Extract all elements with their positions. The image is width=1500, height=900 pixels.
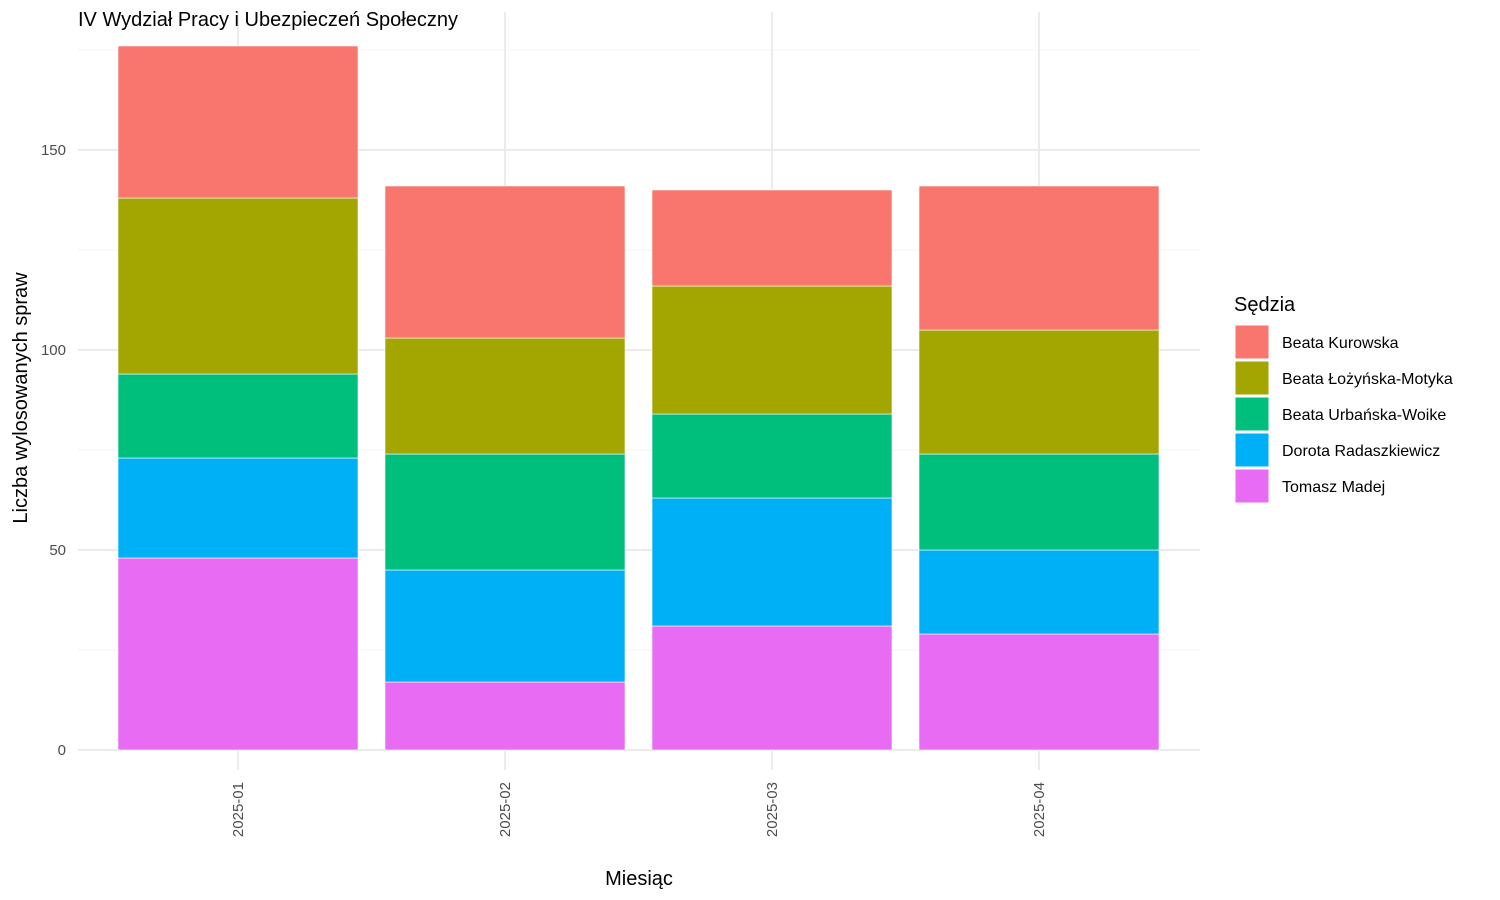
bar-segment [117, 457, 359, 559]
bar-segment [651, 189, 893, 287]
bar-segment [384, 337, 626, 455]
bar-segment [117, 373, 359, 459]
y-tick-label: 100 [41, 342, 66, 359]
legend-label: Beata Urbańska-Woike [1282, 407, 1446, 424]
bar-segment [918, 453, 1160, 551]
chart-title: IV Wydział Pracy i Ubezpieczeń Społeczny [78, 9, 458, 31]
bar-segment [651, 413, 893, 499]
bar-segment [384, 185, 626, 339]
legend-swatch [1234, 324, 1270, 360]
legend-label: Beata Kurowska [1282, 335, 1399, 352]
bar-segment [384, 681, 626, 751]
legend-swatch [1234, 468, 1270, 504]
x-tick-label: 2025-02 [497, 782, 514, 837]
bar-segment [117, 197, 359, 375]
legend-swatch [1234, 396, 1270, 432]
x-tick-label: 2025-04 [1031, 782, 1048, 837]
legend-label: Beata Łożyńska-Motyka [1282, 371, 1453, 388]
y-axis-ticks: 0 50 100 150 [41, 142, 66, 759]
bar-segment [918, 185, 1160, 331]
bars [117, 45, 1160, 751]
x-axis-ticks: 2025-01 2025-02 2025-03 2025-04 [230, 782, 1048, 837]
y-axis-title: Liczba wylosowanych spraw [10, 272, 32, 524]
legend-label: Tomasz Madej [1282, 479, 1385, 496]
y-tick-label: 0 [58, 742, 66, 759]
x-tick-label: 2025-03 [764, 782, 781, 837]
bar-segment [117, 557, 359, 751]
y-tick-label: 150 [41, 142, 66, 159]
bar-segment [117, 45, 359, 199]
bar-segment [651, 497, 893, 627]
bar-segment [918, 549, 1160, 635]
legend: Sędzia Beata Kurowska Beata Łożyńska-Moty… [1234, 294, 1453, 504]
bar-segment [651, 285, 893, 415]
legend-swatch [1234, 432, 1270, 468]
legend-title: Sędzia [1234, 294, 1296, 316]
bar-segment [918, 329, 1160, 455]
y-tick-label: 50 [49, 542, 66, 559]
bar-segment [651, 625, 893, 751]
x-axis-title: Miesiąc [605, 868, 673, 890]
bar-segment [918, 633, 1160, 751]
bar-segment [384, 569, 626, 683]
legend-swatch [1234, 360, 1270, 396]
x-tick-label: 2025-01 [230, 782, 247, 837]
bar-segment [384, 453, 626, 571]
legend-label: Dorota Radaszkiewicz [1282, 443, 1440, 460]
